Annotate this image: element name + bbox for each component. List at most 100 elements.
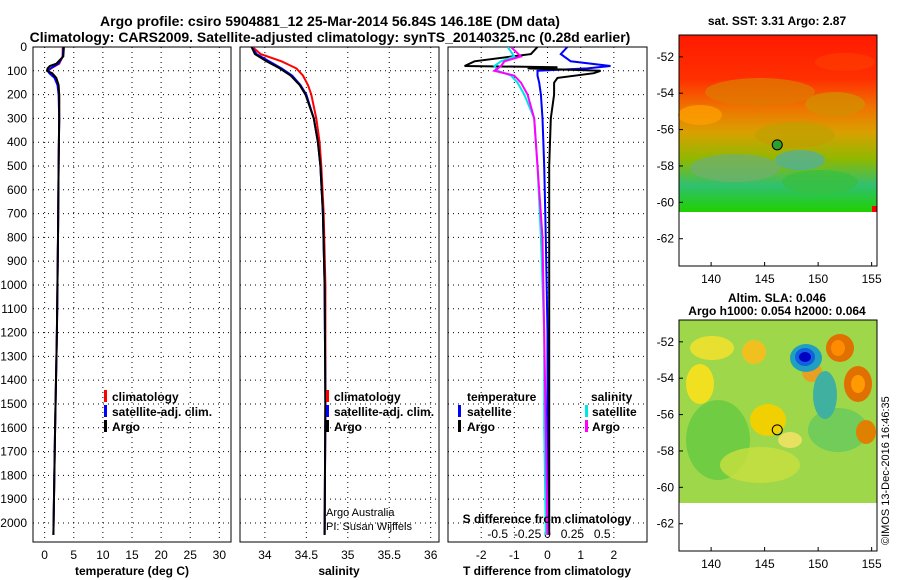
map-lat-label: -56 [657,123,675,137]
series-line-argo [250,47,327,535]
map-lon-label: 150 [808,272,828,286]
x-tick-label: 15 [125,548,139,562]
map-lon-label: 140 [701,557,721,571]
legend-swatch-climatology [104,390,107,402]
sla-map-title: Altim. SLA: 0.046 [728,291,826,305]
sst-texture [678,53,875,194]
depth-tick-labels: 0 100 200 300 400 500 600 700 800 900 1000 1100 1200… [0,40,27,530]
temperature-tick-labels: 0 5 10 15 20 25 30 [41,548,226,562]
credit-argo-australia: Argo Australia [326,507,395,519]
depth-tick-label: 300 [7,111,27,125]
series-line-argo [45,47,65,535]
map-lat-label: -54 [657,86,675,100]
depth-tick-label: 1300 [0,349,27,363]
depth-tick-label: 100 [7,64,27,78]
legend-swatch-satellite [104,405,107,417]
salinity-axes-box [239,46,440,543]
difference-legend-temperature: temperature satellite Argo [458,390,537,434]
map-lat-label: -60 [657,480,675,494]
legend-swatch-t-satellite [458,405,461,417]
legend-label-s-argo: Argo [592,420,620,434]
sst-red-pixel [872,206,877,212]
s-difference-tick-label: -0.25 [514,527,542,541]
map-lat-label: -52 [657,335,675,349]
legend-label-satellite: satellite-adj. clim. [334,405,434,419]
sla-texture [686,334,876,483]
depth-tick-label: 800 [7,230,27,244]
x-tick-label: 34.5 [295,548,319,562]
depth-tick-label: 400 [7,135,27,149]
salinity-legend: climatology satellite-adj. clim. Argo [326,390,434,434]
depth-tick-label: 1800 [0,468,27,482]
difference-grid [448,46,647,542]
sla-map-panel: Altim. SLA: 0.046 Argo h1000: 0.054 h200… [657,291,882,571]
difference-panel: -2 -1 0 1 2 -0.5 -0.25 0 0.25 0.5 temperature sa… [447,46,648,578]
x-tick-label: 10 [96,548,110,562]
x-tick-label: 0 [544,548,551,562]
temperature-panel: 0100200300400500600700800900100011001200… [0,40,232,578]
salinity-xlabel: salinity [318,564,360,578]
depth-tick-label: 1400 [0,373,27,387]
depth-tick-label: 0 [20,40,27,54]
legend-title-temperature: temperature [467,390,537,404]
map-lat-label: -54 [657,371,675,385]
temperature-profiles [45,47,65,535]
imos-credit: ©IMOS 13-Dec-2016 16:46:35 [880,396,892,545]
depth-tick-label: 500 [7,159,27,173]
sla-map-frame [678,319,878,552]
series-line-salinity-argo [492,47,549,535]
salinity-tick-labels: 34 34.5 35 35.5 36 [258,548,438,562]
legend-swatch-satellite [326,405,329,417]
temperature-grid [33,46,231,542]
map-lat-label: -56 [657,408,675,422]
x-tick-label: 2 [610,548,617,562]
legend-label-argo: Argo [334,420,362,434]
legend-swatch-t-argo [458,420,461,432]
sst-map-frame [678,34,878,267]
depth-tick-label: 1500 [0,397,27,411]
x-tick-label: 36 [424,548,438,562]
series-line-temperature-argo [464,47,601,535]
x-tick-label: 1 [577,548,584,562]
sst-nodata-region [679,212,877,266]
difference-legend-salinity: salinity satellite Argo [585,390,637,434]
depth-tick-label: 200 [7,88,27,102]
x-tick-label: 5 [70,548,77,562]
legend-label-satellite: satellite-adj. clim. [112,405,212,419]
difference-profiles [464,47,611,535]
temperature-axes-box [32,46,232,543]
depth-tick-label: 600 [7,183,27,197]
x-tick-label: 30 [213,548,227,562]
depth-tick-label: 2000 [0,516,27,530]
t-difference-xlabel: T difference from climatology [463,564,631,578]
legend-label-s-satellite: satellite [592,405,637,419]
series-line-temperature-satellite [536,47,611,535]
map-lat-label: -58 [657,159,675,173]
map-lat-label: -62 [657,517,675,531]
s-difference-xlabel: S difference from climatology [463,512,632,526]
x-tick-label: 25 [184,548,198,562]
map-lat-label: -60 [657,195,675,209]
map-lat-label: -52 [657,50,675,64]
argo-position-marker [771,424,783,436]
depth-tick-label: 1600 [0,421,27,435]
depth-tick-label: 900 [7,254,27,268]
title-line-1: Argo profile: csiro 5904881_12 25-Mar-20… [100,13,560,29]
temperature-legend: climatology satellite-adj. clim. Argo [104,390,212,434]
legend-label-t-satellite: satellite [467,405,512,419]
map-lon-label: 145 [755,272,775,286]
legend-title-salinity: salinity [591,390,633,404]
depth-tick-label: 1000 [0,278,27,292]
difference-axes-box [447,46,648,543]
legend-swatch-climatology [326,390,329,402]
sst-map-panel: sat. SST: 3.31 Argo: 2.87 140 145 150 155 -5… [657,14,882,286]
legend-label-climatology: climatology [112,390,179,404]
depth-tick-label: 1200 [0,326,27,340]
sst-map-ticks: 140 145 150 155 -52 -54 -56 -58 -60 -62 [657,50,882,286]
x-tick-label: 0 [41,548,48,562]
map-lon-label: 155 [862,557,882,571]
depth-tick-label: 700 [7,207,27,221]
salinity-profiles [250,47,327,535]
depth-tick-label: 1100 [1,302,27,316]
